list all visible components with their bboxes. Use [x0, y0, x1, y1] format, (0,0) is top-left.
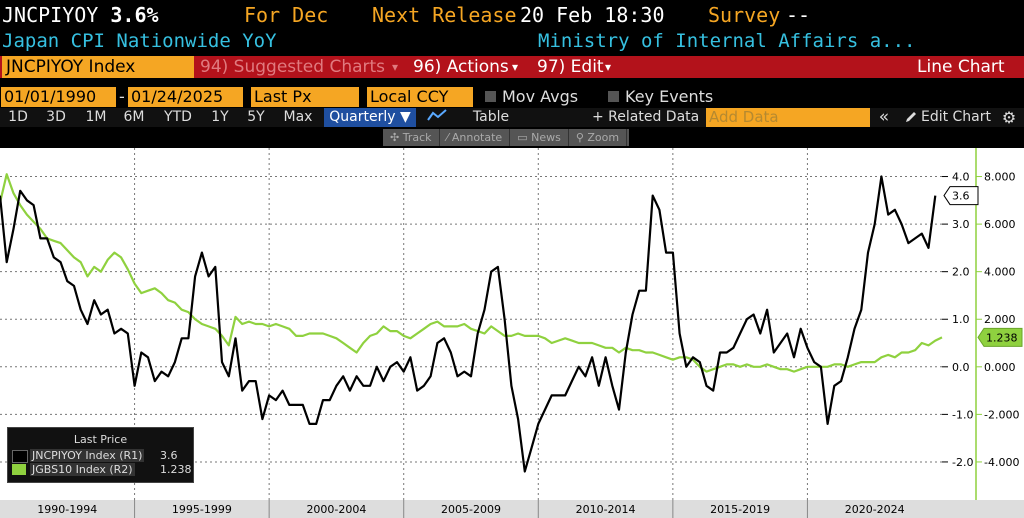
- mov-avgs-checkbox[interactable]: [485, 91, 496, 102]
- frequency-select[interactable]: Quarterly ▼: [324, 108, 416, 127]
- x-tick-label: 2010-2014: [576, 503, 636, 516]
- r1-tick-label: 4.0: [952, 171, 970, 184]
- currency-select[interactable]: Local CCY: [367, 87, 473, 107]
- r2-tick-label: 0.000: [984, 361, 1016, 374]
- actions-dropdown-icon[interactable]: ▾: [512, 60, 519, 74]
- suggested-charts-button[interactable]: 94) Suggested Charts: [200, 57, 386, 77]
- zoom-tool[interactable]: ⚲ Zoom: [569, 129, 628, 146]
- line-chart-icon[interactable]: [420, 108, 454, 127]
- last-tag-cpi: [943, 186, 979, 206]
- chart-type-label[interactable]: Line Chart: [917, 57, 1005, 77]
- table-button[interactable]: Table: [472, 109, 510, 125]
- x-axis-strip: [0, 500, 1024, 518]
- x-tick-label: 2015-2019: [710, 503, 770, 516]
- actions-button[interactable]: 96) Actions: [413, 57, 509, 77]
- r1-tick-label: 0.0: [952, 361, 970, 374]
- mov-avgs-label[interactable]: Mov Avgs: [502, 87, 579, 106]
- legend-value-cpi: 3.6: [160, 449, 178, 462]
- last-tag-cpi-label: 3.6: [952, 190, 970, 203]
- period-1y[interactable]: 1Y: [211, 109, 229, 125]
- next-release-label: Next Release: [372, 3, 517, 27]
- r1-tick-label: 3.0: [952, 218, 970, 231]
- track-tool[interactable]: ✣ Track: [383, 129, 440, 146]
- r2-tick-label: 4.000: [984, 266, 1016, 279]
- legend-title: Last Price: [73, 433, 128, 446]
- series-line-jgbs10: [0, 173, 943, 373]
- pencil-icon[interactable]: [900, 108, 922, 127]
- legend-name-jgb: JGBS10 Index (R2): [30, 463, 135, 476]
- security-description: Japan CPI Nationwide YoY: [2, 30, 277, 52]
- last-value: 3.6%: [110, 3, 159, 27]
- series-line-jncpiyoy: [0, 175, 937, 473]
- legend-item-cpi[interactable]: JNCPIYOY Index (R1) 3.6: [12, 449, 192, 463]
- period-6m[interactable]: 6M: [123, 109, 145, 125]
- chart-tool-strip: ✣ Track ⁄ Annotate ▭ News ⚲ Zoom: [383, 129, 629, 146]
- x-tick-label: 2020-2024: [845, 503, 905, 516]
- end-date-input[interactable]: 01/24/2025: [128, 87, 243, 107]
- ticker-input[interactable]: JNCPIYOY Index: [2, 56, 194, 78]
- period-max[interactable]: Max: [283, 109, 313, 125]
- survey-value: --: [786, 3, 811, 27]
- legend-item-jgb[interactable]: JGBS10 Index (R2) 1.238: [12, 463, 192, 476]
- suggested-dropdown-icon[interactable]: ▾: [392, 60, 399, 74]
- legend-name-cpi: JNCPIYOY Index (R1): [30, 449, 145, 462]
- news-tool[interactable]: ▭ News: [510, 129, 569, 146]
- x-tick-label: 1995-1999: [172, 503, 232, 516]
- r1-tick-label: 2.0: [952, 266, 970, 279]
- period-3d[interactable]: 3D: [46, 109, 66, 125]
- ticker-label[interactable]: JNCPIYOY: [2, 3, 99, 27]
- range-dash: -: [119, 87, 125, 106]
- collapse-chevron-icon[interactable]: «: [878, 107, 890, 127]
- start-date-input[interactable]: 01/01/1990: [1, 87, 116, 107]
- legend-value-jgb: 1.238: [160, 463, 192, 476]
- last-tag-jgb: [977, 327, 1023, 347]
- edit-dropdown-icon[interactable]: ▾: [605, 60, 612, 74]
- right-axis-area: [942, 148, 1024, 500]
- period-label: For Dec: [244, 3, 329, 27]
- r2-tick-label: 6.000: [984, 218, 1016, 231]
- edit-button[interactable]: 97) Edit: [537, 57, 604, 77]
- period-bar: 1D 3D 1M 6M YTD 1Y 5Y Max Quarterly ▼ Ta…: [0, 108, 1024, 127]
- x-tick-label: 2000-2004: [306, 503, 366, 516]
- r1-tick-label: 1.0: [952, 313, 970, 326]
- r2-tick-label: 2.000: [984, 313, 1016, 326]
- last-tag-jgb-label: 1.238: [986, 331, 1018, 344]
- add-data-input[interactable]: Add Data: [706, 108, 870, 127]
- edit-chart-button[interactable]: Edit Chart: [920, 109, 992, 125]
- chart-toolbar: JNCPIYOY Index 94) Suggested Charts ▾ 96…: [0, 56, 1024, 78]
- x-tick-label: 1990-1994: [37, 503, 97, 516]
- r1-tick-label: -2.0: [952, 456, 973, 469]
- legend-swatch-cpi: [12, 450, 28, 463]
- period-5y[interactable]: 5Y: [247, 109, 265, 125]
- source-description[interactable]: Ministry of Internal Affairs a...: [538, 30, 916, 52]
- period-1d[interactable]: 1D: [8, 109, 28, 125]
- x-tick-label: 2005-2009: [441, 503, 501, 516]
- period-1m[interactable]: 1M: [85, 109, 107, 125]
- chart-legend: Last Price JNCPIYOY Index (R1) 3.6 JGBS1…: [7, 427, 194, 483]
- range-row: 01/01/1990 - 01/24/2025 Last Px Local CC…: [0, 87, 1024, 107]
- r2-tick-label: -4.000: [984, 456, 1019, 469]
- legend-swatch-jgb: [12, 464, 26, 475]
- security-title: JNCPIYOY 3.6%: [2, 3, 159, 27]
- survey-label: Survey: [708, 3, 781, 27]
- related-data-button[interactable]: + Related Data: [592, 109, 700, 125]
- gear-icon[interactable]: ⚙: [1001, 108, 1017, 127]
- title-bar: JNCPIYOY 3.6% For Dec Next Release 20 Fe…: [0, 0, 1024, 32]
- annotate-tool[interactable]: ⁄ Annotate: [440, 129, 511, 146]
- r2-tick-label: -2.000: [984, 408, 1019, 421]
- key-events-checkbox[interactable]: [608, 91, 619, 102]
- period-ytd[interactable]: YTD: [164, 109, 192, 125]
- next-release-date: 20 Feb 18:30: [520, 3, 665, 27]
- field-select[interactable]: Last Px: [251, 87, 359, 107]
- r1-tick-label: -1.0: [952, 408, 973, 421]
- r2-tick-label: 8.000: [984, 171, 1016, 184]
- key-events-label[interactable]: Key Events: [625, 87, 714, 106]
